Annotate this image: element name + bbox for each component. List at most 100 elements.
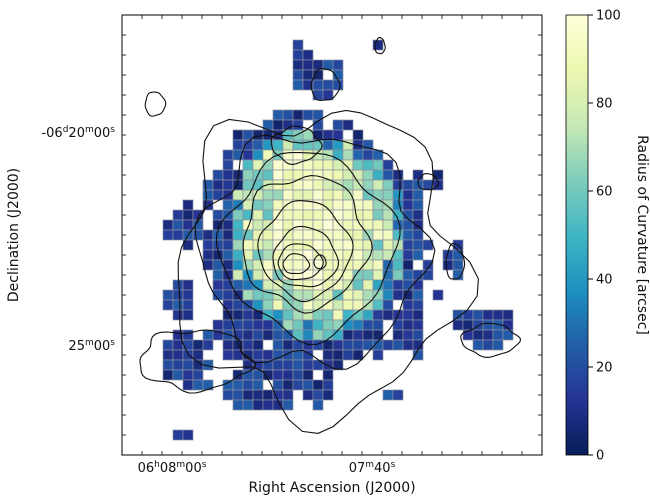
heatmap-cell bbox=[352, 349, 364, 361]
heatmap-cell bbox=[252, 329, 264, 341]
heatmap-cell bbox=[312, 239, 324, 251]
heatmap-cell bbox=[342, 349, 354, 361]
heatmap-cell bbox=[352, 339, 364, 351]
heatmap-cell bbox=[312, 319, 324, 331]
contour-line bbox=[374, 37, 386, 55]
heatmap-cell bbox=[372, 39, 384, 51]
heatmap-cell bbox=[342, 179, 354, 191]
heatmap-cell bbox=[292, 359, 304, 371]
heatmap-cell bbox=[412, 169, 424, 181]
heatmap-cell bbox=[272, 109, 284, 121]
heatmap-cell bbox=[332, 189, 344, 201]
heatmap-cell bbox=[202, 239, 214, 251]
heatmap-cell bbox=[372, 159, 384, 171]
heatmap-cell bbox=[352, 289, 364, 301]
heatmap-cell bbox=[392, 259, 404, 271]
heatmap-cell bbox=[222, 379, 234, 391]
heatmap-cell bbox=[272, 119, 284, 131]
heatmap-cell bbox=[242, 189, 254, 201]
heatmap-cell bbox=[292, 379, 304, 391]
heatmap-cell bbox=[252, 289, 264, 301]
heatmap-cell bbox=[172, 209, 184, 221]
heatmap-cell bbox=[162, 339, 174, 351]
heatmap-cell bbox=[182, 289, 194, 301]
heatmap-cell bbox=[232, 279, 244, 291]
heatmap-cell bbox=[382, 299, 394, 311]
heatmap-cell bbox=[282, 169, 294, 181]
heatmap-cell bbox=[342, 259, 354, 271]
heatmap-cell bbox=[402, 329, 414, 341]
heatmap-cell bbox=[302, 209, 314, 221]
heatmap-cell bbox=[272, 189, 284, 201]
heatmap-cell bbox=[272, 199, 284, 211]
heatmap-cell bbox=[222, 229, 234, 241]
heatmap-cell bbox=[292, 219, 304, 231]
heatmap-cell bbox=[352, 249, 364, 261]
heatmap-cell bbox=[332, 269, 344, 281]
heatmap-cell bbox=[332, 119, 344, 131]
heatmap-cell bbox=[412, 209, 424, 221]
heatmap-cell bbox=[372, 329, 384, 341]
heatmap-cell bbox=[362, 329, 374, 341]
heatmap-cell bbox=[342, 239, 354, 251]
colorbar-label: Radius of Curvature [arcsec] bbox=[634, 135, 650, 335]
colorbar bbox=[565, 14, 589, 456]
heatmap-cell bbox=[262, 329, 274, 341]
heatmap-cell bbox=[322, 129, 334, 141]
contour-line bbox=[270, 125, 323, 165]
heatmap-cell bbox=[482, 329, 494, 341]
heatmap-cell bbox=[322, 139, 334, 151]
heatmap-cell bbox=[392, 179, 404, 191]
heatmap-cell bbox=[252, 319, 264, 331]
contour-line bbox=[313, 254, 327, 270]
heatmap-cell bbox=[492, 329, 504, 341]
heatmap-cell bbox=[242, 199, 254, 211]
heatmap-cell bbox=[292, 189, 304, 201]
heatmap-cell bbox=[362, 289, 374, 301]
heatmap-cell bbox=[392, 269, 404, 281]
heatmap-cell bbox=[272, 329, 284, 341]
heatmap-cell bbox=[322, 219, 334, 231]
heatmap-cell bbox=[362, 149, 374, 161]
heatmap-cell bbox=[402, 239, 414, 251]
heatmap-cell bbox=[412, 199, 424, 211]
heatmap-cell bbox=[332, 199, 344, 211]
heatmap-cell bbox=[282, 209, 294, 221]
heatmap-cell bbox=[222, 299, 234, 311]
contour-line bbox=[144, 91, 167, 117]
heatmap-cell bbox=[292, 59, 304, 71]
heatmap-cell bbox=[302, 189, 314, 201]
heatmap-cell bbox=[222, 269, 234, 281]
heatmap-cell bbox=[372, 269, 384, 281]
heatmap-cell bbox=[332, 149, 344, 161]
heatmap-cell bbox=[502, 329, 514, 341]
heatmap-cell bbox=[262, 199, 274, 211]
heatmap-cell bbox=[282, 219, 294, 231]
heatmap-cell bbox=[252, 249, 264, 261]
heatmap-cell bbox=[402, 279, 414, 291]
heatmap-cell bbox=[372, 179, 384, 191]
heatmap-cell bbox=[382, 239, 394, 251]
heatmap-cell bbox=[382, 259, 394, 271]
heatmap-cell bbox=[242, 389, 254, 401]
heatmap-cell bbox=[302, 229, 314, 241]
heatmap-cell bbox=[232, 139, 244, 151]
contour-line bbox=[242, 175, 373, 314]
heatmap-cell bbox=[172, 289, 184, 301]
heatmap-cell bbox=[292, 239, 304, 251]
heatmap-cell bbox=[392, 169, 404, 181]
heatmap-cell bbox=[342, 149, 354, 161]
heatmap-cell bbox=[292, 119, 304, 131]
heatmap-cell bbox=[382, 179, 394, 191]
heatmap-cell bbox=[352, 319, 364, 331]
heatmap-cell bbox=[172, 309, 184, 321]
heatmap-cell bbox=[402, 249, 414, 261]
heatmap-cell bbox=[182, 219, 194, 231]
heatmap-cell bbox=[442, 259, 454, 271]
heatmap-cell bbox=[252, 369, 264, 381]
heatmap-cell bbox=[302, 249, 314, 261]
heatmap-cell bbox=[262, 399, 274, 411]
heatmap-cell bbox=[182, 309, 194, 321]
colorbar-ticks: 0 20 40 60 80 100 bbox=[588, 9, 621, 464]
heatmap-cell bbox=[452, 259, 464, 271]
